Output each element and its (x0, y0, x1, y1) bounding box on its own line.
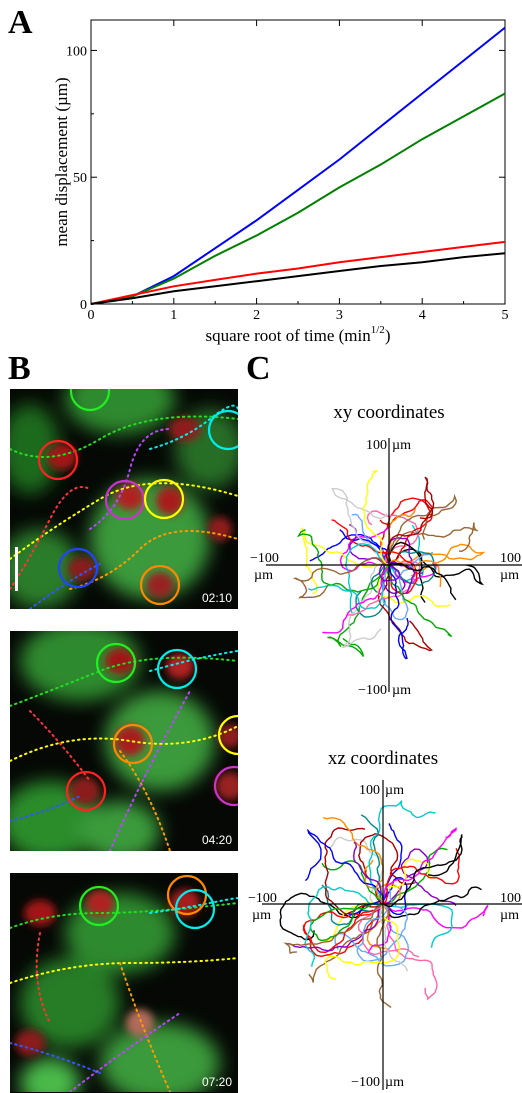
micro-frame-2: 04:20 (10, 631, 238, 851)
series-line-0 (90, 26, 506, 305)
cell-track (302, 903, 384, 958)
cell-track (382, 848, 457, 907)
cell-track (387, 493, 458, 566)
xy-left-value: −100 (250, 551, 279, 566)
xy-bottom-value: −100 (358, 683, 387, 698)
cell-track (368, 800, 436, 905)
xy-right-unit: µm (500, 568, 519, 583)
y-axis-label: mean displacement (µm) (52, 77, 71, 246)
cell-track (288, 903, 384, 952)
xy-top-value: 100 (366, 438, 387, 453)
cell-track (283, 903, 384, 955)
track-plots: xy coordinates 100 µm −100 µm −100 µm 10… (248, 402, 522, 1090)
xz-bottom-value: −100 (351, 1075, 380, 1090)
xy-left-unit: µm (254, 568, 273, 583)
x-axis-label: square root of time (min1/2) (206, 324, 391, 345)
panel-label-c: C (246, 350, 271, 387)
cell-track (362, 470, 390, 566)
cell-track (309, 533, 391, 566)
cell-track (279, 892, 384, 941)
cell-track (366, 510, 420, 566)
xy-title: xy coordinates (333, 402, 444, 423)
cell-track (388, 559, 442, 588)
cell-track (388, 564, 409, 660)
x-tick-label: 0 (88, 308, 95, 323)
cell-track (331, 519, 418, 595)
panel-label-b: B (8, 350, 31, 387)
micro-frame-3: 07:20 (10, 873, 238, 1093)
xz-top-value: 100 (359, 783, 380, 798)
cell-track (382, 903, 489, 929)
cell-track (339, 526, 391, 572)
micro-frame-1: 02:10 (10, 389, 238, 609)
xy-right-value: 100 (500, 551, 521, 566)
y-tick-label: 100 (66, 44, 87, 59)
cell-track (292, 557, 390, 599)
cell-track (357, 903, 420, 958)
scale-bar (15, 547, 18, 591)
xy-top-unit: µm (392, 438, 411, 453)
cell-track (377, 564, 451, 608)
cell-track (334, 903, 410, 967)
cell-track (304, 829, 384, 905)
cell-track (378, 561, 416, 594)
cell-track (382, 834, 463, 908)
cell-track (388, 562, 457, 601)
xz-top-unit: µm (385, 783, 404, 798)
xz-right-value: 100 (500, 891, 521, 906)
cell-track (382, 903, 454, 948)
xz-right-unit: µm (500, 908, 519, 923)
cell-track (339, 529, 390, 566)
cell-track (386, 564, 453, 638)
cell-track (321, 884, 384, 926)
cell-track (387, 522, 479, 566)
cell-track (304, 886, 384, 967)
cell-track (382, 823, 403, 905)
y-tick-label: 0 (80, 298, 87, 313)
plot-frame (90, 19, 506, 305)
panel-label-a: A (8, 4, 33, 41)
cell-track (356, 888, 409, 963)
cell-track (379, 903, 408, 972)
xz-title: xz coordinates (328, 748, 438, 769)
frame-timestamp: 02:10 (201, 591, 232, 605)
cell-track (382, 903, 438, 1001)
cell-track (324, 903, 401, 980)
cell-track (377, 564, 433, 652)
cell-track (329, 836, 384, 907)
x-tick-label: 4 (419, 308, 426, 323)
cell-track (382, 886, 482, 919)
x-tick-label: 3 (336, 308, 343, 323)
xz-bottom-unit: µm (385, 1075, 404, 1090)
x-tick-label: 1 (170, 308, 177, 323)
cell-track (385, 476, 435, 566)
series-line-3 (90, 252, 506, 305)
cell-track (344, 543, 390, 614)
cell-track (309, 902, 384, 942)
cell-track (341, 563, 390, 649)
xy-bottom-unit: µm (392, 683, 411, 698)
cell-track (388, 550, 436, 586)
cell-track (351, 513, 390, 566)
y-tick-label: 50 (73, 171, 87, 186)
cell-track (308, 903, 384, 983)
cell-track (381, 858, 433, 905)
x-tick-label: 2 (253, 308, 260, 323)
cell-track (322, 564, 390, 634)
cell-track (382, 827, 457, 905)
xz-left-unit: µm (252, 908, 271, 923)
xz-left-value: −100 (248, 891, 277, 906)
series-line-1 (90, 92, 506, 305)
series-line-2 (90, 240, 506, 305)
cell-track (296, 528, 390, 593)
frame-timestamp: 04:20 (201, 833, 232, 847)
x-tick-label: 5 (502, 308, 509, 323)
cell-track (382, 847, 448, 905)
frame-timestamp: 07:20 (201, 1075, 232, 1089)
cell-track (388, 543, 486, 577)
